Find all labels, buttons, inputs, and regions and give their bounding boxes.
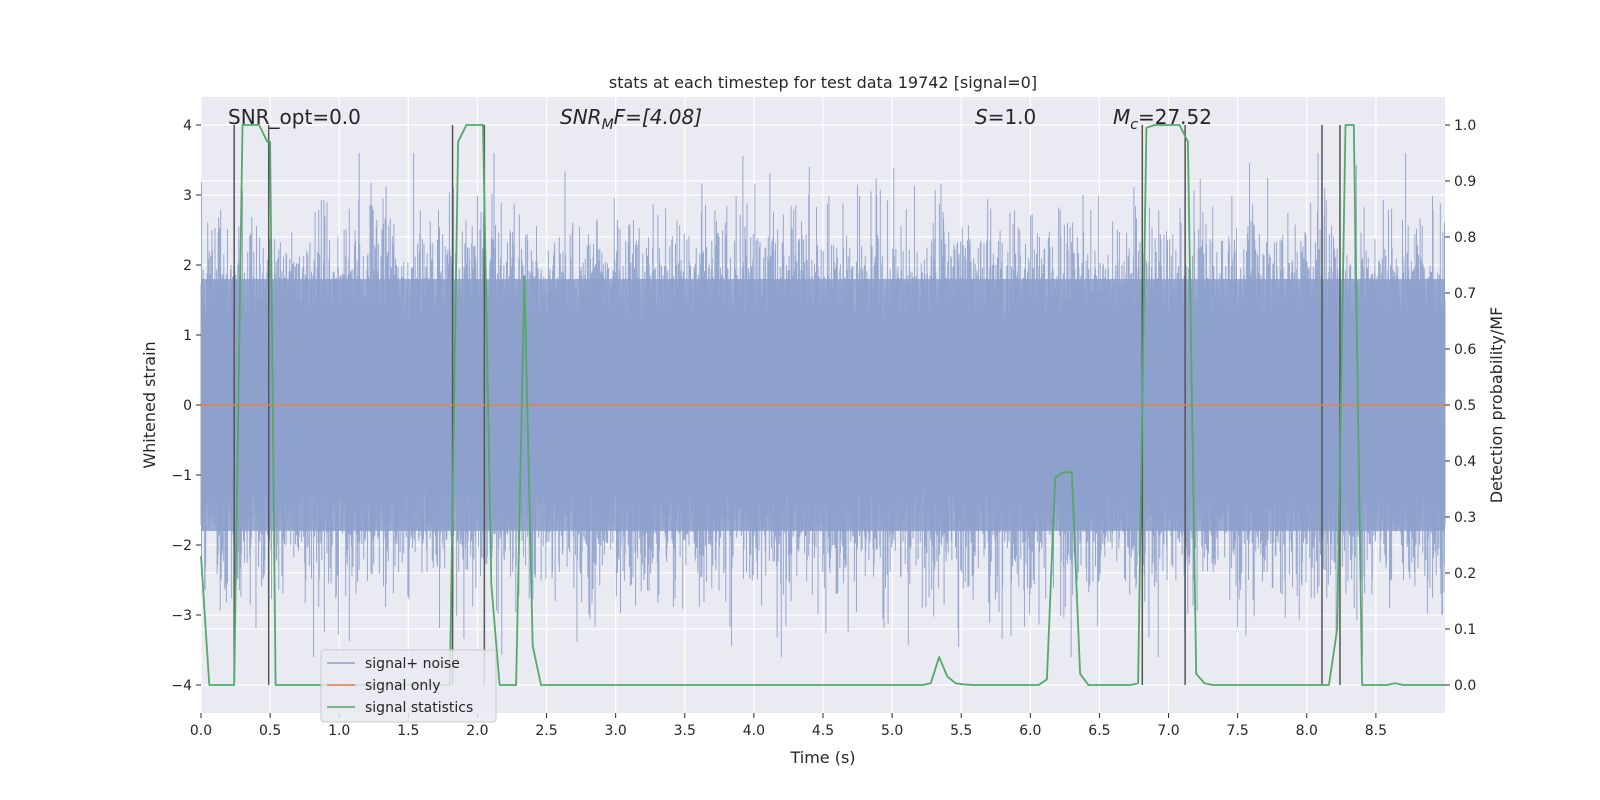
y2-tick-label: 0.8 (1454, 230, 1476, 246)
y-tick-label: 2 (183, 258, 192, 274)
chart-title: stats at each timestep for test data 197… (609, 73, 1037, 92)
x-tick-label: 3.5 (674, 723, 696, 739)
x-axis-label: Time (s) (789, 748, 855, 767)
annotation-mc: Mc=27.52 (1113, 105, 1212, 133)
y2-tick-label: 0.3 (1454, 510, 1476, 526)
x-tick-label: 6.5 (1088, 723, 1110, 739)
y2-tick-label: 0.1 (1454, 622, 1476, 638)
y-axis-label: Whitened strain (140, 341, 159, 468)
x-tick-label: 2.5 (535, 723, 557, 739)
y-tick-label: 0 (183, 398, 192, 414)
legend-box (320, 649, 497, 723)
x-tick-label: 2.0 (466, 723, 488, 739)
legend: signal+ noise signal only signal statist… (320, 649, 497, 723)
y2-tick-label: 0.9 (1454, 174, 1476, 190)
y2-axis-label: Detection probability/MF (1487, 307, 1506, 504)
y2-tick-label: 0.7 (1454, 286, 1476, 302)
annotation-mc-rest: =27.52 (1138, 105, 1212, 129)
y-tick-label: 1 (183, 328, 192, 344)
y-tick-label: −1 (171, 468, 192, 484)
x-tick-label: 3.0 (605, 723, 627, 739)
annotation-snr-mf-rest: F=[4.08] (614, 105, 702, 129)
legend-label-signal-statistics: signal statistics (365, 700, 473, 716)
y-tick-label: −3 (171, 608, 192, 624)
annotation-snr-opt: SNR_opt=0.0 (228, 105, 361, 129)
annotation-snr-mf-sub: M (602, 117, 614, 133)
y-tick-label: −4 (171, 678, 192, 694)
y2-tick-label: 0.0 (1454, 678, 1476, 694)
legend-label-signal-noise: signal+ noise (365, 656, 460, 672)
x-tick-label: 8.0 (1296, 723, 1318, 739)
x-tick-label: 4.5 (812, 723, 834, 739)
x-tick-label: 5.5 (950, 723, 972, 739)
y2-tick-label: 1.0 (1454, 118, 1476, 134)
x-tick-label: 6.0 (1019, 723, 1041, 739)
x-tick-label: 7.5 (1227, 723, 1249, 739)
legend-label-signal-only: signal only (365, 678, 440, 694)
x-tick-label: 1.0 (328, 723, 350, 739)
y2-tick-label: 0.2 (1454, 566, 1476, 582)
x-tick-label: 0.0 (190, 723, 212, 739)
x-tick-label: 0.5 (259, 723, 281, 739)
y2-tick-label: 0.4 (1454, 454, 1476, 470)
axis-ticks: 4 3 2 1 0 −1 −2 −3 −4 1.0 0.9 0.8 0.7 0.6 0.5 0.4 0.3 0.2… (171, 118, 1476, 739)
annotation-s: S=1.0 (975, 105, 1036, 129)
x-tick-label: 1.5 (397, 723, 419, 739)
y2-tick-label: 0.6 (1454, 342, 1476, 358)
annotation-snr-mf-main: SNR (560, 105, 602, 129)
annotation-mc-sub: c (1130, 117, 1138, 133)
y2-tick-label: 0.5 (1454, 398, 1476, 414)
x-tick-label: 5.0 (881, 723, 903, 739)
x-tick-label: 7.0 (1157, 723, 1179, 739)
y-tick-label: −2 (171, 538, 192, 554)
x-tick-label: 4.0 (743, 723, 765, 739)
annotation-s-rest: =1.0 (988, 105, 1037, 129)
annotation-snr-mf: SNRMF=[4.08] (560, 105, 702, 133)
x-tick-label: 8.5 (1365, 723, 1387, 739)
y-tick-label: 4 (183, 118, 192, 134)
annotation-s-main: S (975, 105, 988, 129)
y-tick-label: 3 (183, 188, 192, 204)
annotation-mc-main: M (1113, 105, 1130, 129)
